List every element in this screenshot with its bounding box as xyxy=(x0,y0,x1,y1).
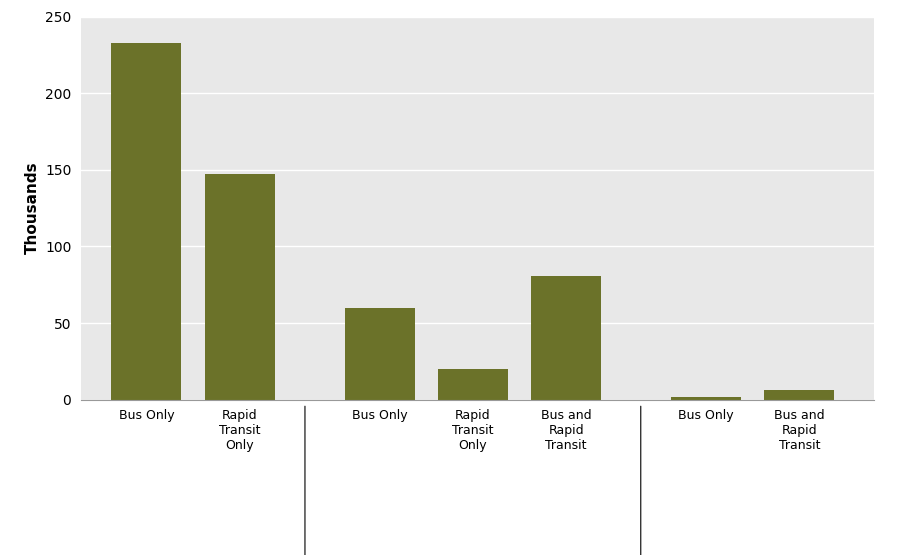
Bar xyxy=(764,390,834,400)
Bar xyxy=(671,396,741,400)
Bar xyxy=(112,43,181,400)
Bar xyxy=(344,307,414,400)
Bar xyxy=(438,369,508,400)
Bar xyxy=(205,174,275,400)
Y-axis label: Thousands: Thousands xyxy=(24,162,40,254)
Bar xyxy=(532,275,601,400)
